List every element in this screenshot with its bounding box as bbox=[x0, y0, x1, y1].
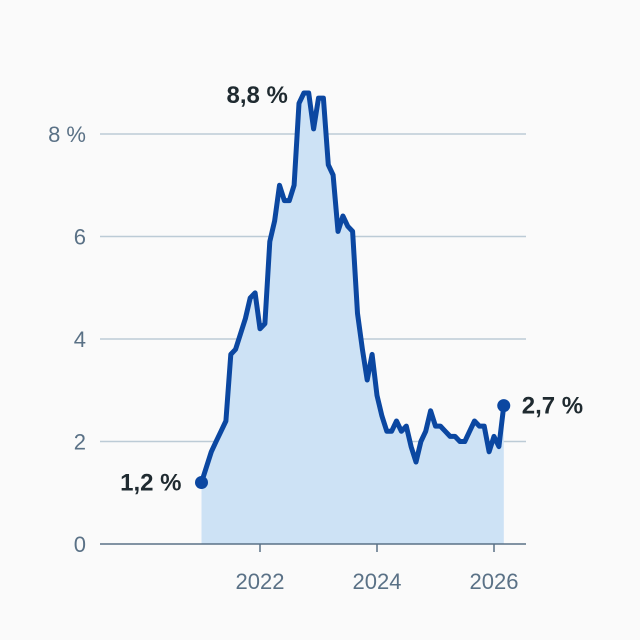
x-tick-label: 2026 bbox=[470, 569, 519, 594]
y-tick-label: 6 bbox=[74, 225, 86, 250]
x-tick-label: 2022 bbox=[236, 569, 285, 594]
start-point-marker bbox=[195, 476, 208, 489]
y-tick-label: 8 % bbox=[48, 122, 86, 147]
y-tick-label: 2 bbox=[74, 430, 86, 455]
series-line bbox=[199, 90, 507, 485]
end-point-marker bbox=[497, 399, 511, 413]
data-label: 8,8 % bbox=[227, 82, 288, 109]
y-tick-label: 4 bbox=[74, 327, 86, 352]
data-label: 2,7 % bbox=[522, 393, 583, 420]
data-label: 1,2 % bbox=[120, 470, 181, 497]
y-tick-label: 0 bbox=[74, 532, 86, 557]
x-tick-label: 2024 bbox=[353, 569, 402, 594]
